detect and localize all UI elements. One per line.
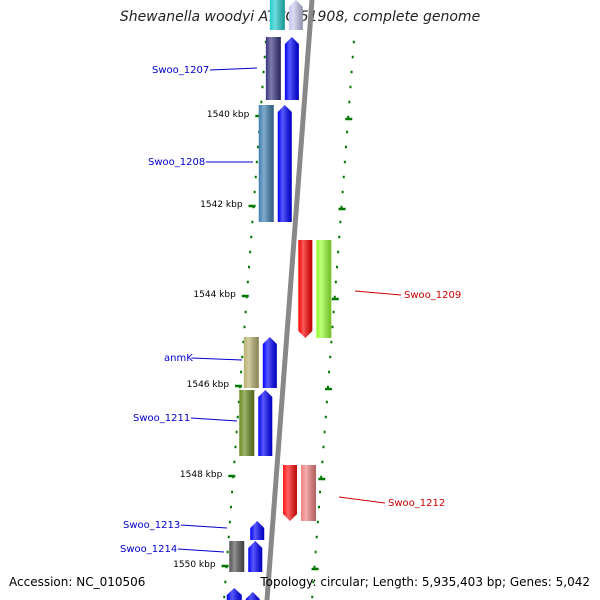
gene-block-anmK — [243, 337, 259, 388]
tick-label: 1548 kbp — [180, 470, 223, 480]
gene-label-leader — [191, 357, 243, 361]
cds-arrow-Swoo_1209 — [298, 240, 313, 338]
tick-label: 1542 kbp — [200, 200, 243, 210]
tick-label: 1540 kbp — [207, 110, 250, 120]
gene-label-leader — [354, 290, 402, 296]
cds-arrow-Swoo_1213 — [250, 521, 265, 540]
gene-label-leader — [180, 524, 228, 529]
gene-label[interactable]: Swoo_1213 — [123, 520, 180, 531]
gene-label-leader — [190, 417, 238, 422]
gene-block-Swoo_1212 — [301, 465, 317, 521]
cds-arrow-partial-bottom-2 — [245, 592, 260, 600]
gene-block-Swoo_1209 — [316, 240, 332, 338]
gene-label-leader — [209, 67, 258, 71]
gene-label[interactable]: Swoo_1212 — [388, 498, 445, 509]
cds-arrow-partial-bottom — [226, 588, 242, 600]
cds-arrow-anmK — [262, 337, 277, 388]
cds-arrow-Swoo_1208 — [277, 105, 292, 222]
cds-arrow-Swoo_1212 — [283, 465, 298, 521]
gene-label[interactable]: Swoo_1208 — [148, 157, 205, 168]
tick-label: 1546 kbp — [187, 380, 230, 390]
gene-label[interactable]: Swoo_1209 — [404, 290, 461, 301]
topology-summary: Topology: circular; Length: 5,935,403 bp… — [260, 575, 590, 589]
gene-label[interactable]: Swoo_1214 — [120, 544, 177, 555]
cds-arrow-Swoo_1214 — [248, 541, 263, 572]
gene-label-leader — [177, 548, 225, 553]
gene-block-Swoo_1207 — [265, 37, 281, 100]
gene-block-partial-top — [269, 0, 285, 30]
gene-label[interactable]: Swoo_1211 — [133, 413, 190, 424]
gene-block-Swoo_1211 — [239, 390, 255, 456]
cds-arrow-partial-top — [288, 0, 303, 30]
backbone-line — [264, 0, 315, 600]
cds-arrow-Swoo_1211 — [258, 390, 273, 456]
gene-label[interactable]: anmK — [164, 353, 193, 364]
accession-text: Accession: NC_010506 — [9, 575, 146, 589]
gene-block-Swoo_1214 — [229, 541, 245, 572]
tick-label: 1544 kbp — [193, 290, 236, 300]
tick-label: 1550 kbp — [173, 560, 216, 570]
gene-label[interactable]: Swoo_1207 — [152, 65, 209, 76]
gene-label-leader — [338, 496, 386, 504]
gene-block-Swoo_1208 — [258, 105, 274, 222]
cds-arrow-Swoo_1207 — [284, 37, 299, 100]
